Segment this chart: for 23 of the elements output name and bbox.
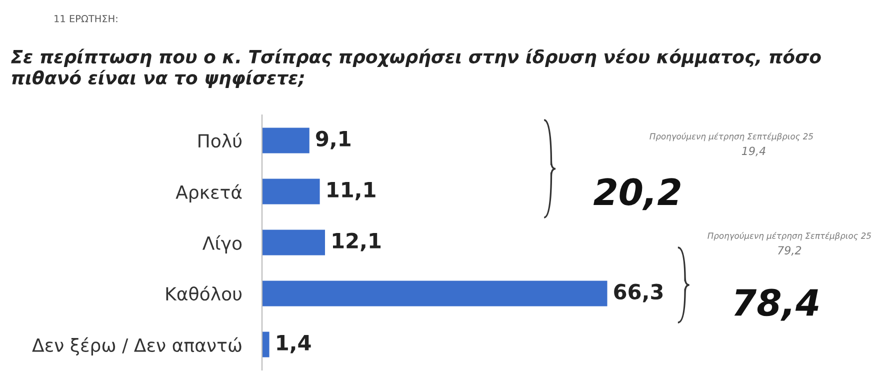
text: 78,4 bbox=[734, 288, 818, 321]
y-tick-label: Λίγο bbox=[202, 235, 242, 254]
bar bbox=[262, 178, 320, 204]
bar bbox=[262, 230, 326, 256]
y-tick-label: Καθόλου bbox=[166, 286, 242, 301]
text: Προηγούμενη μέτρηση Σεπτέμβριος 25 bbox=[650, 132, 814, 142]
data-label: 1,4 bbox=[277, 335, 311, 354]
data-label: 12,1 bbox=[332, 232, 381, 252]
data-label: 9,1 bbox=[316, 130, 350, 150]
y-tick-label: Αρκετά bbox=[176, 184, 242, 202]
bar bbox=[262, 128, 310, 154]
y-tick-label: Πολύ bbox=[198, 132, 242, 148]
text: 79,2 bbox=[778, 246, 802, 256]
bar bbox=[262, 332, 270, 358]
y-tick-label: Δεν ξέρω / Δεν απαντώ bbox=[32, 337, 242, 356]
bar bbox=[262, 280, 608, 306]
text: 19,4 bbox=[742, 146, 766, 156]
data-label: 11,1 bbox=[328, 182, 376, 200]
data-label: 66,3 bbox=[614, 284, 663, 302]
annotation: 20,2 bbox=[594, 178, 680, 210]
chart-title: Σε περίπτωση που ο κ. Τσίπρας προχωρήσει στην ίδρυση νέου κόμματος, πόσο πιθανό είναι να το ψηφίσετε; bbox=[11, 48, 821, 88]
text: 11 ΕΡΩΤΗΣΗ: bbox=[54, 15, 118, 22]
text: Προηγούμενη μέτρηση Σεπτέμβριος 25 bbox=[708, 232, 871, 240]
